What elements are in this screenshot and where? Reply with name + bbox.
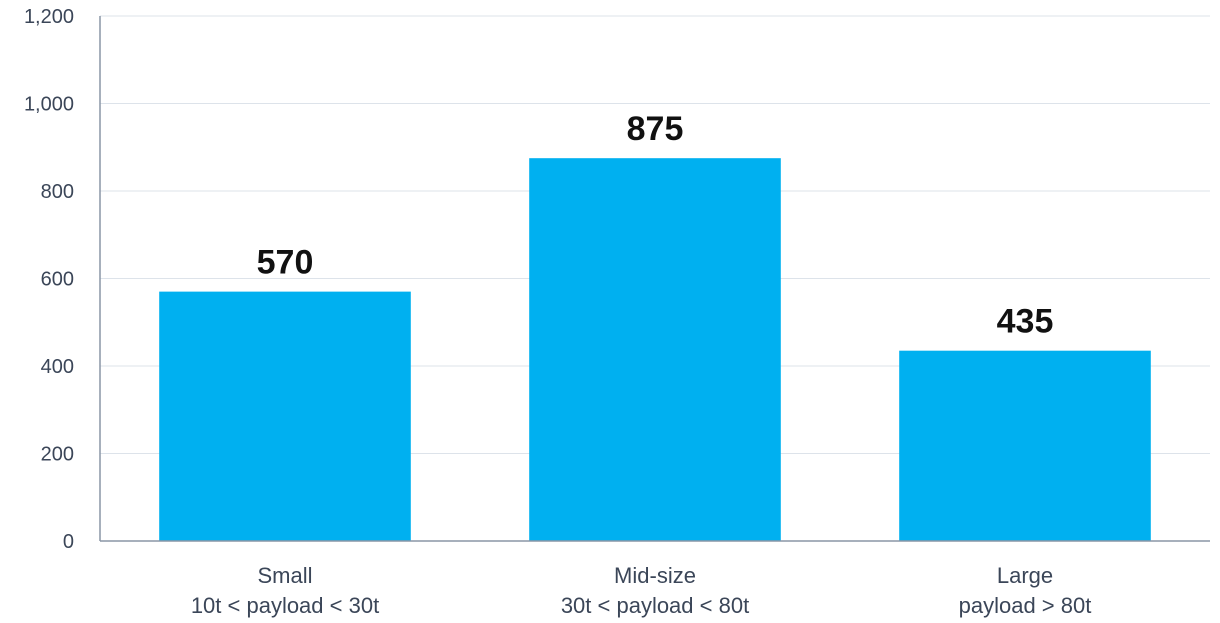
x-category-label: Small bbox=[257, 563, 312, 588]
y-tick-label: 200 bbox=[41, 444, 74, 466]
y-tick-label: 600 bbox=[41, 269, 74, 291]
data-labels: 570 875 435 bbox=[257, 110, 1054, 341]
axes bbox=[99, 16, 1210, 542]
x-axis-categories: Small 10t < payload < 30t Mid-size 30t < pa… bbox=[191, 563, 1092, 618]
data-label: 875 bbox=[627, 110, 684, 148]
y-tick-label: 1,000 bbox=[24, 94, 74, 116]
x-category-label: 30t < payload < 80t bbox=[561, 593, 749, 618]
y-tick-label: 400 bbox=[41, 356, 74, 378]
x-category-label: Large bbox=[997, 563, 1053, 588]
y-axis-ticks: 0 200 400 600 800 1,000 1,200 bbox=[24, 6, 74, 553]
y-tick-label: 1,200 bbox=[24, 6, 74, 28]
bars bbox=[159, 158, 1151, 541]
x-category-label: payload > 80t bbox=[959, 593, 1092, 618]
x-category-label: 10t < payload < 30t bbox=[191, 593, 379, 618]
bar bbox=[529, 158, 781, 541]
y-tick-label: 800 bbox=[41, 181, 74, 203]
bar bbox=[159, 291, 411, 541]
data-label: 570 bbox=[257, 244, 314, 282]
bar bbox=[899, 350, 1151, 541]
data-label: 435 bbox=[997, 303, 1054, 341]
x-category-label: Mid-size bbox=[614, 563, 696, 588]
y-tick-label: 0 bbox=[63, 531, 74, 553]
